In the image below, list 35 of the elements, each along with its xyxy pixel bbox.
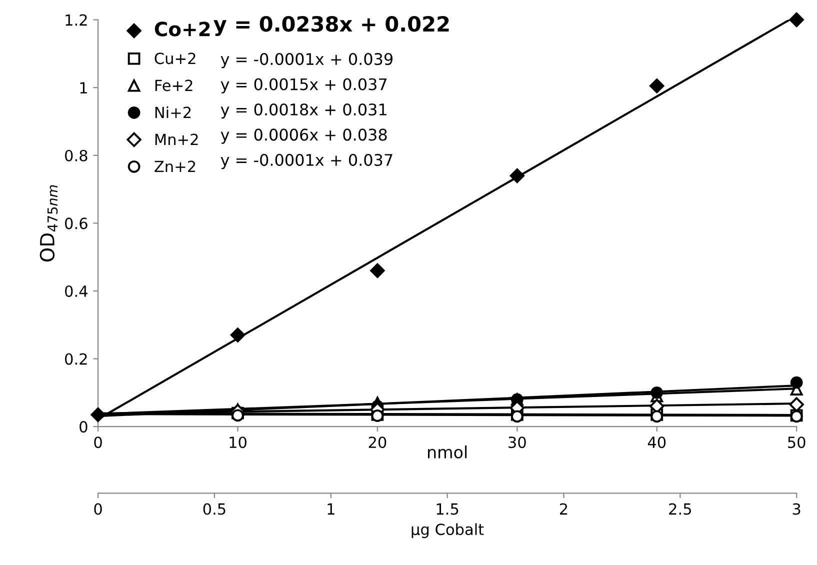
x2-axis-title: µg Cobalt bbox=[412, 523, 484, 538]
y-tick-label: 0 bbox=[80, 421, 88, 433]
y-tick-label: 0.2 bbox=[65, 353, 87, 365]
y-tick-label: 0.6 bbox=[65, 218, 88, 230]
annotation: y = -0.0001x + 0.037 bbox=[220, 154, 392, 170]
legend-label: Fe+2 bbox=[155, 80, 192, 92]
legend-label: Mn+2 bbox=[155, 134, 198, 145]
legend-label: Cu+2 bbox=[154, 52, 196, 64]
x-tick-label: 10 bbox=[230, 436, 246, 448]
annotation: y = 0.0015x + 0.037 bbox=[220, 78, 387, 94]
y-tick-label: 1 bbox=[80, 82, 87, 94]
x-tick-label: 20 bbox=[368, 436, 386, 448]
legend-label: Ni+2 bbox=[155, 106, 191, 118]
x2-tick-label: 0 bbox=[94, 503, 102, 515]
y-tick-label: 1.2 bbox=[66, 14, 87, 26]
x-tick-label: 30 bbox=[508, 436, 526, 448]
x-tick-label: 40 bbox=[648, 436, 666, 448]
x-tick-label: 0 bbox=[94, 436, 102, 448]
annotation: y = 0.0238x + 0.022 bbox=[214, 16, 449, 36]
x-axis-title: nmol bbox=[428, 446, 467, 458]
y-tick-label: 0.4 bbox=[65, 285, 88, 297]
y-axis-title: OD$_{475nm}$ bbox=[40, 185, 58, 262]
x-tick-label: 50 bbox=[788, 436, 806, 448]
annotation: y = 0.0018x + 0.031 bbox=[220, 103, 386, 119]
x2-tick-label: 2 bbox=[560, 503, 568, 515]
legend-label: Co+2 bbox=[154, 22, 210, 36]
y-tick-label: 0.8 bbox=[65, 150, 88, 162]
annotation: y = 0.0006x + 0.038 bbox=[220, 128, 387, 144]
annotation: y = -0.0001x + 0.039 bbox=[220, 53, 393, 68]
x2-tick-label: 1.5 bbox=[436, 503, 458, 515]
x2-tick-label: 0.5 bbox=[203, 503, 226, 515]
x2-tick-label: 1 bbox=[328, 503, 334, 515]
legend-label: Zn+2 bbox=[154, 160, 196, 172]
x2-tick-label: 2.5 bbox=[669, 503, 691, 515]
x2-tick-label: 3 bbox=[792, 503, 800, 515]
